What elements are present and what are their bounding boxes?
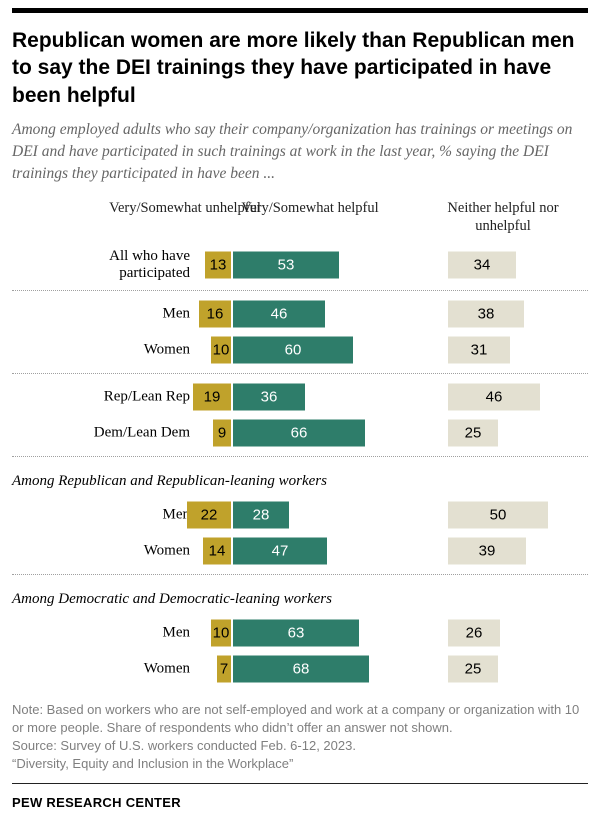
row-label: Women	[143, 341, 190, 358]
bar-unhelpful: 22	[187, 501, 231, 529]
column-header-neither: Neither helpful nor unhelpful	[447, 199, 559, 235]
bars-area: 9 66 25	[192, 415, 588, 451]
bars-area: 7 68 25	[192, 651, 588, 687]
chart-row: All who have participated 13 53 34	[12, 245, 588, 285]
bar-neither: 34	[448, 251, 516, 279]
bars-area: 10 60 31	[192, 332, 588, 368]
row-label: Men	[162, 305, 191, 322]
bar-neither: 50	[448, 501, 548, 529]
note-text: Note: Based on workers who are not self-…	[12, 701, 580, 735]
bar-helpful: 53	[233, 251, 339, 279]
row-label: Men	[162, 506, 191, 523]
section-label: Among Democratic and Democratic-leaning …	[12, 590, 332, 607]
footer-brand: PEW RESEARCH CENTER	[12, 794, 181, 810]
chart-row: Women 7 68 25	[12, 651, 588, 687]
bar-helpful: 66	[233, 419, 365, 447]
dotted-separator	[12, 455, 588, 457]
bar-unhelpful: 19	[193, 383, 231, 411]
bars-area: 22 28 50	[187, 497, 588, 533]
chart-rows: All who have participated 13 53 34 Men 16 46 38…	[12, 245, 588, 687]
footer-rule	[12, 782, 588, 784]
bar-unhelpful: 16	[199, 300, 231, 328]
bar-neither: 25	[448, 655, 498, 683]
row-label: Women	[143, 542, 190, 559]
row-label: Women	[143, 660, 190, 677]
row-label: Rep/Lean Rep	[103, 388, 190, 405]
dotted-separator	[12, 372, 588, 374]
chart-row: Rep/Lean Rep 19 36 46	[12, 379, 588, 415]
bar-unhelpful: 7	[217, 655, 231, 683]
chart-row: Dem/Lean Dem 9 66 25	[12, 415, 588, 451]
bar-neither: 38	[448, 300, 524, 328]
chart-row: Men 22 28 50	[12, 497, 588, 533]
bar-helpful: 46	[233, 300, 325, 328]
column-header-helpful: Very/Somewhat helpful	[241, 199, 379, 216]
bar-unhelpful: 14	[203, 537, 231, 565]
row-label: Men	[162, 624, 191, 641]
bar-unhelpful: 13	[205, 251, 231, 279]
bars-area: 16 46 38	[192, 296, 588, 332]
row-label: Dem/Lean Dem	[93, 424, 190, 441]
bar-helpful: 68	[233, 655, 369, 683]
bar-neither: 26	[448, 619, 500, 647]
chart-row: Women 14 47 39	[12, 533, 588, 569]
report-title-text: “Diversity, Equity and Inclusion in the …	[12, 755, 294, 771]
bars-area: 14 47 39	[192, 533, 588, 569]
bars-area: 10 63 26	[192, 615, 588, 651]
source-text: Source: Survey of U.S. workers conducted…	[12, 737, 356, 753]
bar-neither: 46	[448, 383, 540, 411]
chart-row: Men 10 63 26	[12, 615, 588, 651]
bar-neither: 31	[448, 336, 510, 364]
chart-row: Men 16 46 38	[12, 296, 588, 332]
top-rule	[12, 8, 588, 13]
column-header-unhelpful: Very/Somewhat unhelpful	[109, 199, 261, 216]
bar-unhelpful: 10	[211, 619, 231, 647]
chart-subtitle: Among employed adults who say their comp…	[12, 120, 573, 182]
bar-helpful: 63	[233, 619, 359, 647]
chart-title: Republican women are more likely than Re…	[12, 29, 575, 107]
dotted-separator	[12, 289, 588, 291]
bars-area: 19 36 46	[192, 379, 588, 415]
bar-helpful: 36	[233, 383, 305, 411]
chart-row: Women 10 60 31	[12, 332, 588, 368]
dotted-separator	[12, 573, 588, 575]
bars-area: 13 53 34	[192, 245, 588, 285]
bar-helpful: 28	[233, 501, 289, 529]
column-headers: Very/Somewhat unhelpful Very/Somewhat he…	[12, 199, 588, 245]
row-label: All who have participated	[109, 247, 190, 281]
notes-block: Note: Based on workers who are not self-…	[12, 701, 588, 773]
bar-helpful: 47	[233, 537, 327, 565]
bar-neither: 39	[448, 537, 526, 565]
bar-neither: 25	[448, 419, 498, 447]
bar-helpful: 60	[233, 336, 353, 364]
bar-unhelpful: 9	[213, 419, 231, 447]
section-label: Among Republican and Republican-leaning …	[12, 472, 327, 489]
bar-unhelpful: 10	[211, 336, 231, 364]
